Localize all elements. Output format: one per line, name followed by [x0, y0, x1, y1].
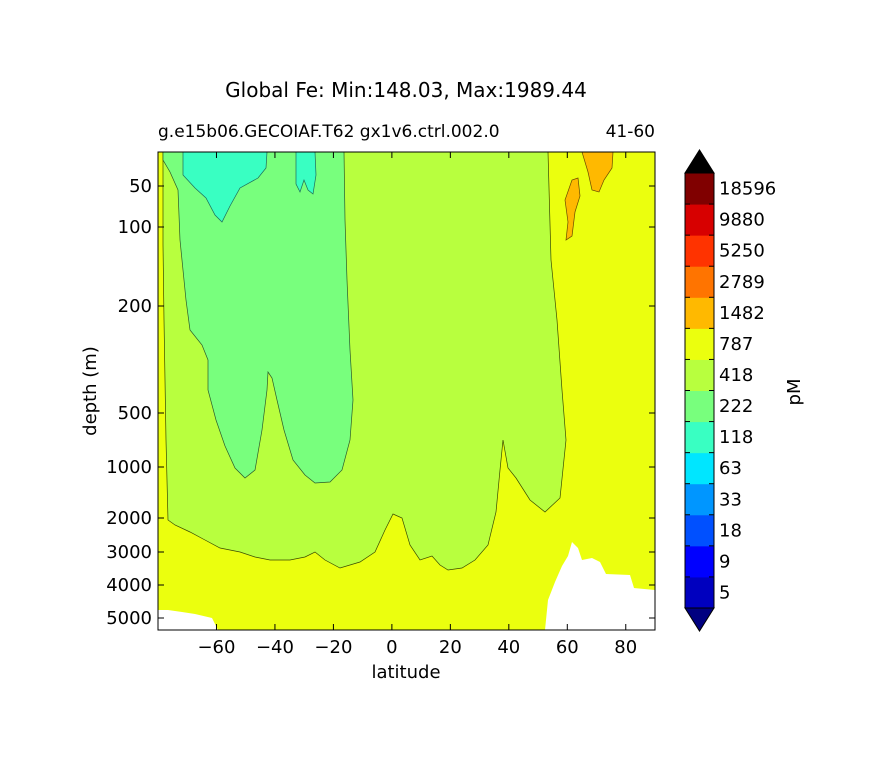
colorbar-segment — [685, 359, 714, 391]
colorbar-level-label: 33 — [719, 489, 742, 510]
colorbar-level-label: 18596 — [719, 179, 776, 200]
colorbar-segment — [685, 204, 714, 236]
chart-title: Global Fe: Min:148.03, Max:1989.44 — [225, 78, 587, 102]
region-land-mask-south — [158, 610, 218, 630]
x-tick-label: 60 — [556, 637, 579, 658]
colorbar-segment — [685, 452, 714, 485]
colorbar-segment — [685, 390, 714, 423]
colorbar-level-label: 63 — [719, 458, 742, 479]
x-tick-label: 20 — [439, 637, 462, 658]
colorbar-segment — [685, 173, 714, 205]
x-axis-label: latitude — [371, 662, 440, 683]
colorbar-segment — [685, 514, 714, 547]
x-tick-label: −40 — [256, 637, 294, 658]
x-tick-label: −60 — [197, 637, 235, 658]
y-tick-label: 50 — [129, 176, 152, 197]
colorbar-level-label: 787 — [719, 334, 753, 355]
y-tick-label: 2000 — [106, 508, 152, 529]
region-southern-upper-layer — [182, 152, 268, 223]
colorbar-segment — [685, 297, 714, 329]
plot-frame — [157, 151, 656, 631]
y-tick-label: 200 — [118, 296, 152, 317]
plot-area — [158, 152, 655, 630]
y-tick-label: 100 — [118, 217, 152, 238]
colorbar-level-label: 9 — [719, 551, 730, 572]
colorbar-segment — [685, 421, 714, 454]
colorbar-level-label: 9880 — [719, 210, 765, 231]
y-tick-label: 4000 — [106, 575, 152, 596]
colorbar-segment — [685, 266, 714, 298]
colorbar-segment — [685, 483, 714, 516]
y-tick-label: 500 — [118, 403, 152, 424]
colorbar-segment — [685, 328, 714, 360]
chart-subtitle-left: g.e15b06.GECOIAF.T62 gx1v6.ctrl.002.0 — [158, 122, 500, 142]
x-tick-label: −20 — [314, 637, 352, 658]
colorbar-level-label: 418 — [719, 365, 753, 386]
x-tick-label: 80 — [614, 637, 637, 658]
y-tick-label: 1000 — [106, 457, 152, 478]
region-southern-upper-patch — [295, 152, 317, 195]
x-tick-label: 40 — [497, 637, 520, 658]
colorbar-segment — [685, 235, 714, 267]
region-land-mask-north — [545, 542, 655, 630]
y-axis: 50 100 200 500 1000 2000 3000 4000 5000 — [106, 176, 655, 629]
colorbar-segment — [685, 576, 714, 609]
y-tick-label: 3000 — [106, 542, 152, 563]
colorbar-under-arrow — [684, 607, 715, 632]
y-axis-label: depth (m) — [80, 346, 101, 436]
colorbar-level-label: 118 — [719, 427, 753, 448]
colorbar-level-label: 2789 — [719, 272, 765, 293]
region-southern-intermediate-layer — [162, 152, 354, 484]
x-tick-label: 0 — [386, 637, 397, 658]
colorbar-over-arrow — [684, 149, 715, 174]
x-axis: −60 −40 −20 0 20 40 60 80 — [197, 152, 637, 658]
colorbar-level-label: 18 — [719, 520, 742, 541]
colorbar-segment — [685, 545, 714, 578]
colorbar-level-label: 222 — [719, 396, 753, 417]
colorbar: 5 9 18 33 63 118 222 418 787 1482 2789 5250 9880 1859… — [684, 149, 776, 632]
chart-subtitle-right: 41-60 — [606, 122, 655, 142]
y-tick-label: 5000 — [106, 608, 152, 629]
colorbar-level-label: 1482 — [719, 303, 765, 324]
region-arctic-surface-patch — [581, 152, 614, 193]
region-arctic-surface-streak — [564, 177, 581, 241]
colorbar-level-label: 5250 — [719, 241, 765, 262]
colorbar-label: pM — [784, 379, 805, 406]
colorbar-level-label: 5 — [719, 582, 730, 603]
